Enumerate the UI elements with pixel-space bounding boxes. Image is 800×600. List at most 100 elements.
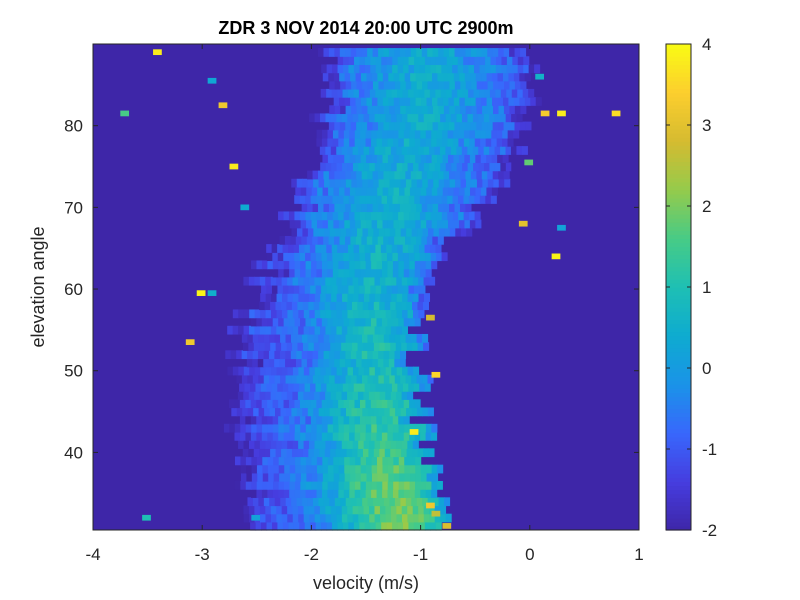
heatmap-cell bbox=[350, 235, 357, 245]
x-axis-label: velocity (m/s) bbox=[313, 573, 419, 593]
heatmap-cell bbox=[292, 513, 299, 523]
heatmap-cell bbox=[350, 358, 357, 368]
heatmap-cell bbox=[378, 203, 385, 213]
heatmap-cell bbox=[512, 56, 519, 66]
heatmap-cell bbox=[451, 162, 458, 172]
heatmap-cell bbox=[356, 358, 363, 368]
heatmap-cell bbox=[476, 121, 483, 131]
heatmap-cell bbox=[388, 72, 395, 82]
heatmap-cell bbox=[352, 391, 359, 400]
heatmap-cell bbox=[225, 350, 232, 360]
heatmap-cell bbox=[308, 448, 315, 458]
heatmap-cell bbox=[330, 325, 337, 335]
heatmap-cell bbox=[316, 399, 323, 409]
heatmap-cell bbox=[270, 513, 277, 523]
heatmap-cell bbox=[413, 162, 420, 172]
heatmap-cell bbox=[368, 342, 375, 351]
heatmap-cell bbox=[381, 137, 389, 147]
heatmap-cell bbox=[415, 472, 422, 482]
heatmap-cell bbox=[382, 260, 389, 270]
heatmap-cell bbox=[356, 48, 363, 57]
heatmap-cell bbox=[294, 211, 301, 221]
colorbar-segment bbox=[666, 234, 691, 239]
heatmap-cell bbox=[270, 391, 277, 400]
heatmap-cell bbox=[422, 227, 429, 237]
colorbar-segment bbox=[666, 250, 691, 256]
heatmap-cell bbox=[396, 440, 403, 449]
heatmap-cell bbox=[321, 431, 328, 441]
heatmap-cell bbox=[385, 293, 392, 302]
heatmap-cell bbox=[383, 121, 390, 131]
heatmap-cell bbox=[465, 121, 472, 131]
heatmap-cell bbox=[333, 219, 340, 229]
heatmap-cell bbox=[320, 513, 327, 523]
heatmap-cell bbox=[396, 325, 403, 335]
heatmap-cell bbox=[394, 203, 401, 213]
heatmap-cell bbox=[374, 325, 381, 335]
heatmap-cell bbox=[416, 203, 423, 213]
heatmap-cell bbox=[246, 464, 253, 474]
heatmap-cell bbox=[343, 56, 350, 66]
heatmap-cell bbox=[437, 186, 444, 196]
heatmap-cell bbox=[387, 260, 394, 270]
heatmap-cell bbox=[307, 170, 314, 180]
heatmap-cell bbox=[385, 309, 392, 319]
heatmap-cell bbox=[349, 423, 356, 433]
heatmap-cell bbox=[254, 366, 261, 376]
heatmap-cell bbox=[234, 456, 242, 466]
heatmap-cell bbox=[301, 374, 309, 384]
heatmap-cell bbox=[365, 195, 372, 204]
heatmap-cell bbox=[394, 121, 401, 131]
outlier-pixel bbox=[207, 77, 217, 84]
heatmap-cell bbox=[411, 333, 418, 343]
heatmap-cell bbox=[421, 97, 428, 106]
heatmap-cell bbox=[289, 268, 296, 278]
heatmap-cell bbox=[388, 170, 396, 180]
colorbar-segment bbox=[666, 517, 691, 523]
heatmap-cell bbox=[424, 88, 431, 98]
heatmap-cell bbox=[376, 415, 383, 425]
heatmap-cell bbox=[358, 440, 365, 449]
heatmap-cell bbox=[356, 121, 363, 131]
heatmap-cell bbox=[420, 129, 427, 139]
heatmap-cell bbox=[311, 219, 318, 229]
heatmap-cell bbox=[340, 407, 347, 417]
heatmap-cell bbox=[243, 325, 250, 335]
heatmap-cell bbox=[352, 513, 359, 523]
heatmap-cell bbox=[416, 170, 423, 180]
heatmap-cell bbox=[332, 268, 339, 278]
outlier-pixel bbox=[426, 502, 435, 509]
heatmap-cell bbox=[470, 121, 477, 131]
colorbar-segment bbox=[666, 485, 691, 491]
heatmap-cell bbox=[394, 235, 401, 245]
heatmap-cell bbox=[458, 219, 466, 229]
heatmap-cell bbox=[393, 423, 400, 433]
heatmap-cell bbox=[356, 105, 363, 115]
heatmap-cell bbox=[370, 56, 377, 66]
heatmap-cell bbox=[345, 80, 352, 90]
heatmap-cell bbox=[516, 146, 523, 155]
heatmap-cell bbox=[264, 301, 271, 311]
heatmap-cell bbox=[326, 64, 333, 74]
heatmap-cell bbox=[320, 293, 327, 302]
heatmap-cell bbox=[353, 521, 360, 531]
heatmap-cell bbox=[404, 423, 411, 433]
heatmap-cell bbox=[391, 293, 398, 302]
heatmap-cell bbox=[293, 521, 300, 531]
heatmap-cell bbox=[363, 162, 370, 172]
heatmap-cell bbox=[502, 137, 509, 147]
heatmap-cell bbox=[407, 366, 414, 376]
heatmap-cell bbox=[334, 203, 341, 213]
heatmap-cell bbox=[351, 80, 358, 90]
heatmap-cell bbox=[281, 309, 289, 319]
colorbar-segment bbox=[666, 400, 691, 406]
colorbar-segment bbox=[666, 262, 691, 268]
heatmap-cell bbox=[343, 415, 350, 425]
heatmap-cell bbox=[358, 293, 365, 302]
heatmap-cell bbox=[293, 382, 300, 392]
heatmap-cell bbox=[351, 227, 358, 237]
y-tick-label: 60 bbox=[64, 280, 83, 299]
heatmap-cell bbox=[337, 284, 344, 294]
heatmap-cell bbox=[389, 333, 396, 343]
heatmap-cell bbox=[478, 113, 485, 123]
